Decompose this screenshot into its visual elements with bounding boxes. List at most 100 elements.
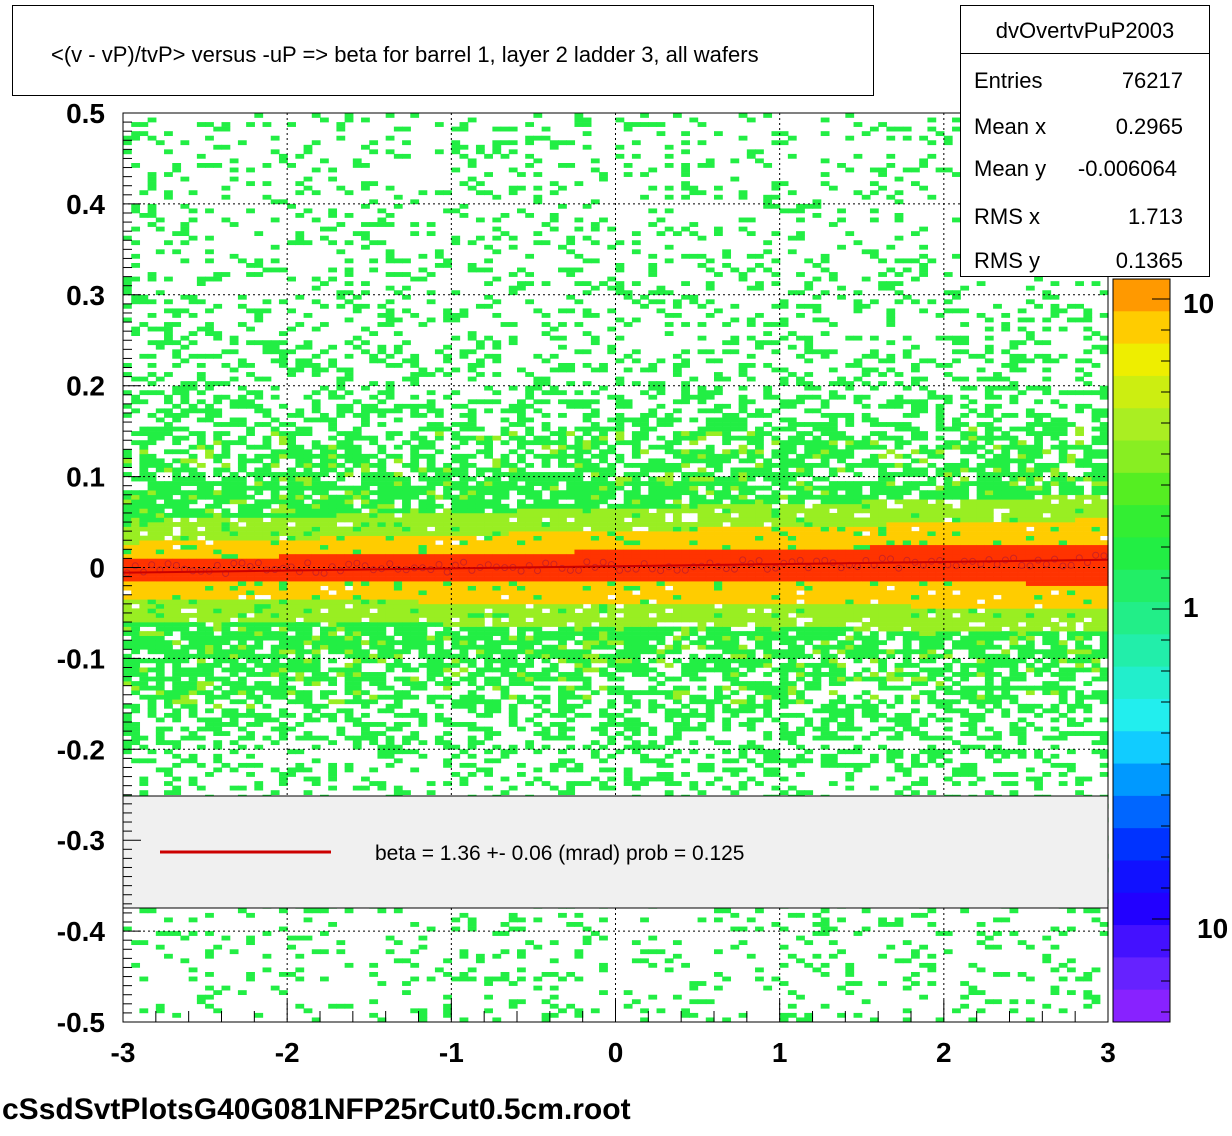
heatmap-cell	[566, 585, 576, 591]
heatmap-cell	[443, 958, 452, 964]
heatmap-cell	[607, 703, 617, 709]
heatmap-cell	[188, 576, 198, 582]
heatmap-cell	[582, 403, 592, 409]
heatmap-cell	[131, 685, 141, 691]
heatmap-cell	[344, 267, 354, 273]
heatmap-cell	[467, 522, 477, 527]
heatmap-cell	[352, 444, 362, 450]
heatmap-cell	[196, 408, 206, 414]
heatmap-cell	[303, 503, 313, 509]
heatmap-cell	[459, 590, 469, 596]
heatmap-cell	[131, 708, 141, 714]
heatmap-cell	[467, 585, 477, 591]
heatmap-cell	[426, 676, 436, 682]
heatmap-cell	[451, 681, 461, 686]
heatmap-cell	[607, 308, 617, 314]
heatmap-cell	[262, 967, 272, 973]
heatmap-cell	[508, 472, 518, 477]
heatmap-cell	[278, 340, 288, 346]
heatmap-cell	[549, 181, 559, 187]
heatmap-cell	[599, 640, 608, 646]
heatmap-cell	[213, 990, 223, 996]
heatmap-cell	[221, 694, 231, 700]
heatmap-cell	[205, 381, 214, 386]
heatmap-cell	[377, 572, 387, 577]
heatmap-cell	[525, 676, 535, 682]
heatmap-cell	[237, 553, 247, 559]
heatmap-cell	[188, 444, 198, 450]
heatmap-cell	[599, 712, 608, 718]
heatmap-cell	[270, 544, 280, 550]
heatmap-cell	[418, 753, 428, 759]
heatmap-cell	[492, 549, 502, 555]
heatmap-cell	[541, 481, 551, 486]
heatmap-cell	[278, 540, 288, 546]
heatmap-cell	[328, 267, 338, 273]
heatmap-cell	[254, 444, 264, 450]
heatmap-cell	[172, 672, 182, 677]
heatmap-cell	[262, 667, 272, 673]
heatmap-cell	[131, 499, 141, 505]
heatmap-cell	[640, 644, 649, 650]
heatmap-cell	[475, 635, 485, 641]
heatmap-cell	[270, 522, 280, 527]
heatmap-cell	[164, 781, 173, 786]
heatmap-cell	[393, 653, 403, 659]
heatmap-cell	[533, 385, 543, 391]
heatmap-cell	[172, 163, 182, 168]
heatmap-cell	[541, 358, 551, 364]
heatmap-cell	[484, 640, 493, 646]
heatmap-cell	[566, 308, 576, 314]
heatmap-cell	[139, 390, 149, 396]
heatmap-cell	[377, 467, 387, 473]
heatmap-cell	[525, 594, 535, 600]
heatmap-cell	[484, 631, 493, 636]
heatmap-cell	[352, 553, 362, 559]
heatmap-cell	[615, 358, 625, 364]
heatmap-cell	[311, 512, 321, 518]
heatmap-cell	[336, 444, 346, 450]
heatmap-cell	[484, 749, 493, 755]
heatmap-cell	[377, 531, 387, 536]
heatmap-cell	[172, 658, 182, 664]
heatmap-cell	[393, 417, 403, 423]
heatmap-cell	[631, 481, 641, 486]
heatmap-cell	[558, 503, 567, 509]
heatmap-cell	[303, 485, 313, 491]
heatmap-cell	[599, 217, 608, 223]
heatmap-cell	[574, 912, 584, 918]
heatmap-cell	[188, 699, 198, 705]
heatmap-cell	[361, 235, 370, 241]
heatmap-cell	[533, 472, 543, 477]
heatmap-cell	[262, 617, 272, 623]
heatmap-cell	[311, 140, 321, 146]
heatmap-cell	[221, 576, 231, 582]
heatmap-cell	[558, 976, 567, 982]
heatmap-cell	[623, 472, 633, 477]
heatmap-cell	[418, 322, 428, 327]
heatmap-cell	[254, 631, 264, 636]
heatmap-cell	[131, 612, 141, 618]
heatmap-cell	[492, 467, 502, 473]
heatmap-cell	[599, 581, 608, 586]
heatmap-cell	[369, 626, 379, 632]
heatmap-cell	[328, 435, 338, 441]
heatmap-cell	[484, 585, 493, 591]
heatmap-cell	[180, 576, 190, 582]
heatmap-cell	[205, 653, 214, 659]
heatmap-cell	[443, 462, 452, 468]
heatmap-cell	[311, 676, 321, 682]
heatmap-cell	[328, 208, 338, 214]
heatmap-cell	[549, 594, 559, 600]
heatmap-cell	[303, 681, 313, 686]
heatmap-cell	[123, 281, 132, 286]
heatmap-cell	[443, 208, 452, 214]
heatmap-cell	[434, 599, 444, 605]
heatmap-cell	[287, 599, 296, 605]
heatmap-cell	[418, 267, 428, 273]
heatmap-cell	[484, 667, 493, 673]
heatmap-cell	[525, 590, 535, 596]
heatmap-cell	[139, 517, 149, 523]
heatmap-cell	[500, 685, 510, 691]
heatmap-cell	[172, 481, 182, 486]
